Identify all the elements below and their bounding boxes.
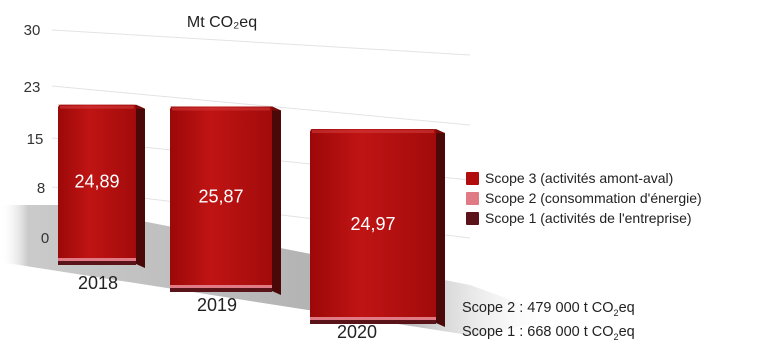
y-tick-label: 15 [27, 131, 44, 148]
legend-label: Scope 3 (activités amont-aval) [485, 170, 674, 186]
bar-segment-scope-2 [310, 317, 436, 320]
annotation-scope-1: Scope 1 : 668 000 t CO2eq [462, 324, 635, 342]
y-tick-label: 8 [37, 180, 45, 197]
bar-highlight [312, 130, 434, 134]
legend-item: Scope 3 (activités amont-aval) [466, 168, 702, 188]
y-axis: 30 23 15 8 0 [24, 22, 50, 247]
legend-label: Scope 1 (activités de l'entreprise) [485, 210, 692, 226]
x-tick-label: 2019 [197, 295, 237, 315]
bar-side [272, 106, 281, 295]
data-label: 24,89 [74, 172, 119, 192]
legend-label: Scope 2 (consommation d'énergie) [485, 190, 702, 206]
bar-front [58, 104, 136, 264]
bar-front [170, 106, 272, 291]
bar-segment-scope-1 [310, 320, 436, 324]
legend-swatch-scope-1 [466, 211, 479, 225]
data-label: 24,97 [350, 214, 395, 234]
bars: 24,89 25,87 24,97 [58, 104, 445, 327]
gridline [51, 29, 471, 56]
legend-swatch-scope-2 [466, 191, 479, 205]
bar-front [310, 129, 436, 323]
x-tick-label: 2020 [337, 322, 377, 342]
legend-swatch-scope-3 [466, 171, 479, 185]
gridline [51, 85, 471, 126]
bar-2018: 24,89 [58, 104, 145, 268]
bar-highlight [172, 107, 270, 111]
bar-side [436, 129, 445, 327]
bar-segment-scope-2 [58, 258, 136, 261]
y-tick-label: 0 [41, 230, 49, 247]
bar-highlight [60, 105, 134, 109]
legend-item: Scope 1 (activités de l'entreprise) [466, 208, 702, 228]
bar-segment-scope-2 [170, 285, 272, 288]
annotation-scope-2: Scope 2 : 479 000 t CO2eq [462, 300, 635, 318]
x-tick-label: 2018 [78, 273, 118, 293]
bar-segment-scope-1 [170, 288, 272, 292]
bar-side [136, 104, 145, 268]
legend: Scope 3 (activités amont-aval) Scope 2 (… [466, 168, 702, 228]
chart-title: Mt CO₂eq [187, 14, 257, 31]
y-tick-label: 23 [24, 79, 41, 96]
bar-2020: 24,97 [310, 129, 445, 327]
x-axis: 2018 2019 2020 [78, 273, 377, 342]
bar-segment-scope-1 [58, 261, 136, 265]
y-tick-label: 30 [24, 22, 41, 39]
legend-item: Scope 2 (consommation d'énergie) [466, 188, 702, 208]
data-label: 25,87 [198, 186, 243, 206]
bar-2019: 25,87 [170, 106, 281, 295]
